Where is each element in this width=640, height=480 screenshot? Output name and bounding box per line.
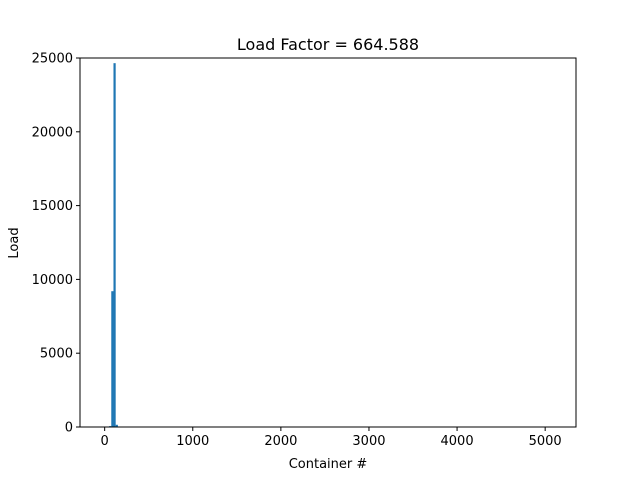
x-tick-label: 0 [101, 434, 109, 449]
chart-title: Load Factor = 664.588 [237, 35, 419, 54]
x-tick-label: 5000 [529, 434, 562, 449]
y-tick-label: 0 [65, 421, 73, 436]
y-tick-label: 20000 [32, 125, 73, 140]
y-tick-label: 15000 [32, 199, 73, 214]
histogram-bar [113, 63, 116, 427]
y-tick-label: 25000 [32, 52, 73, 67]
x-tick-label: 3000 [352, 434, 385, 449]
histogram-bar [115, 424, 118, 427]
x-tick-label: 4000 [441, 434, 474, 449]
y-axis-label: Load [7, 227, 22, 258]
y-axis: 0 5000 10000 15000 20000 25000 [32, 52, 80, 436]
y-tick-label: 10000 [32, 273, 73, 288]
y-tick-label: 5000 [40, 347, 73, 362]
x-tick-label: 1000 [176, 434, 209, 449]
x-tick-label: 2000 [264, 434, 297, 449]
plot-frame [79, 57, 577, 428]
x-axis-label: Container # [289, 457, 368, 472]
histogram-bar [111, 291, 114, 427]
x-axis: 0 1000 2000 3000 4000 5000 [101, 427, 562, 449]
